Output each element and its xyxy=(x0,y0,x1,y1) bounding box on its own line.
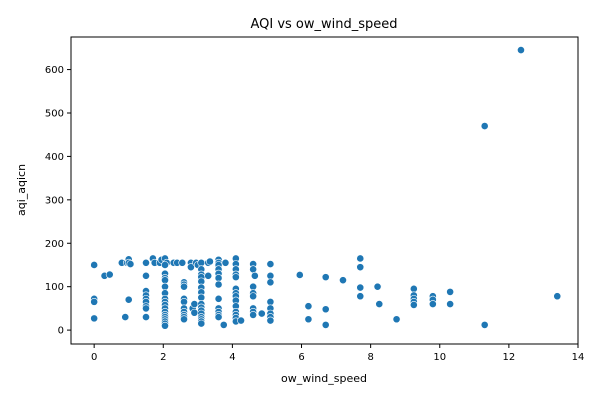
data-point xyxy=(428,300,437,308)
data-point xyxy=(142,271,150,280)
data-point xyxy=(409,284,418,293)
data-point xyxy=(409,301,418,309)
data-point xyxy=(90,261,99,269)
data-point xyxy=(356,263,365,272)
data-point xyxy=(197,319,206,328)
data-point xyxy=(249,311,258,319)
data-point xyxy=(180,315,188,324)
y-tick-label: 300 xyxy=(45,195,64,206)
data-point xyxy=(237,316,245,325)
data-point xyxy=(392,315,401,324)
data-point xyxy=(90,314,99,323)
data-point xyxy=(161,261,169,269)
data-point xyxy=(266,297,275,306)
data-point xyxy=(221,258,230,267)
data-point xyxy=(553,292,562,301)
data-point xyxy=(197,293,206,302)
x-tick-label: 14 xyxy=(572,352,585,363)
data-point xyxy=(187,263,195,272)
x-tick-label: 4 xyxy=(229,352,235,363)
data-point xyxy=(231,273,240,282)
data-point xyxy=(214,313,223,321)
data-point xyxy=(250,271,259,280)
data-point xyxy=(375,300,384,308)
y-tick-label: 100 xyxy=(45,282,64,293)
data-point xyxy=(356,254,365,263)
data-point xyxy=(321,320,330,329)
data-point xyxy=(266,316,275,325)
y-tick-label: 200 xyxy=(45,239,64,250)
x-axis-title: ow_wind_speed xyxy=(281,372,367,385)
plot-frame xyxy=(70,36,579,345)
data-point xyxy=(197,258,206,267)
data-point xyxy=(266,278,275,287)
data-point xyxy=(161,282,169,291)
y-tick-label: 500 xyxy=(45,108,64,119)
chart-title: AQI vs ow_wind_speed xyxy=(250,17,397,32)
data-point xyxy=(121,313,130,321)
data-point xyxy=(339,276,347,285)
x-axis-ticks: 0 2 4 6 8 10 12 14 xyxy=(91,344,584,363)
data-point xyxy=(266,271,275,280)
x-tick-label: 0 xyxy=(91,352,97,363)
data-point xyxy=(446,300,455,308)
data-point xyxy=(446,287,455,296)
data-point xyxy=(190,300,199,308)
data-point xyxy=(517,46,525,54)
x-tick-label: 6 xyxy=(298,352,304,363)
data-point xyxy=(321,273,330,282)
data-point xyxy=(480,320,489,329)
y-tick-label: 600 xyxy=(45,65,64,76)
data-point xyxy=(142,258,150,267)
data-point xyxy=(90,297,99,306)
x-tick-label: 8 xyxy=(367,352,373,363)
data-point xyxy=(219,320,228,329)
data-point xyxy=(266,260,275,269)
data-point xyxy=(214,274,223,282)
data-point xyxy=(249,282,258,291)
y-axis-title: aqi_aqicn xyxy=(15,164,28,216)
data-point xyxy=(214,280,223,289)
data-point xyxy=(373,282,382,291)
data-point xyxy=(257,309,266,318)
data-point xyxy=(124,295,133,304)
data-point xyxy=(105,270,114,279)
data-point xyxy=(178,258,187,267)
data-point xyxy=(126,260,135,269)
x-tick-label: 10 xyxy=(433,352,446,363)
x-tick-label: 2 xyxy=(160,352,166,363)
data-point xyxy=(180,282,188,291)
data-point xyxy=(356,283,365,292)
data-points xyxy=(90,46,562,330)
data-point xyxy=(249,265,258,274)
data-point xyxy=(206,257,214,266)
data-point xyxy=(356,292,365,301)
data-point xyxy=(214,294,223,303)
data-point xyxy=(142,304,150,313)
data-point xyxy=(180,297,188,306)
data-point xyxy=(304,315,313,324)
x-tick-label: 12 xyxy=(503,352,516,363)
data-point xyxy=(204,271,213,280)
data-point xyxy=(249,292,258,301)
data-point xyxy=(304,302,313,311)
y-axis-ticks: 0 100 200 300 400 500 600 xyxy=(45,65,71,337)
data-point xyxy=(295,271,304,279)
data-point xyxy=(321,305,330,314)
data-point xyxy=(161,321,169,330)
data-point xyxy=(190,308,199,317)
y-tick-label: 400 xyxy=(45,152,64,163)
data-point xyxy=(161,276,169,285)
y-tick-label: 0 xyxy=(58,326,64,337)
data-point xyxy=(480,122,489,130)
data-point xyxy=(142,313,150,321)
